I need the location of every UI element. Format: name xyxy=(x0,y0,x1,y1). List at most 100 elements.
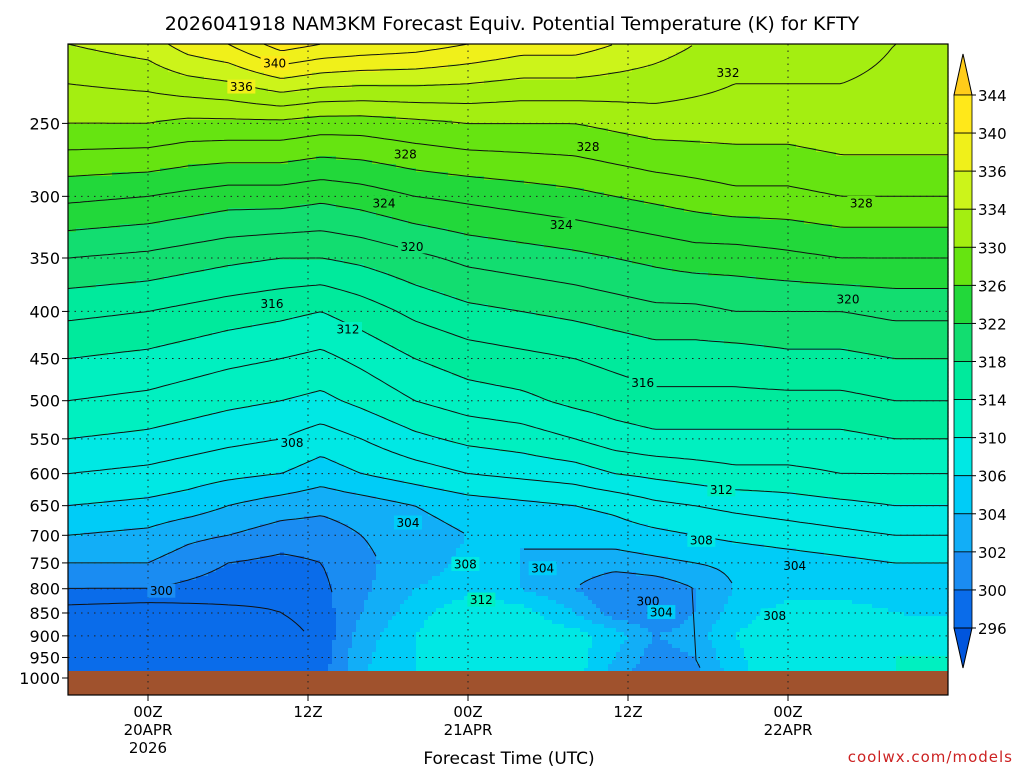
field-cell xyxy=(116,116,121,121)
field-cell xyxy=(100,580,105,585)
field-cell xyxy=(96,80,101,85)
field-cell xyxy=(180,412,185,417)
field-cell xyxy=(176,100,181,105)
field-cell xyxy=(156,660,161,665)
field-cell xyxy=(128,540,133,545)
field-cell xyxy=(176,352,181,357)
field-cell xyxy=(128,512,133,517)
field-cell xyxy=(184,152,189,157)
field-cell xyxy=(128,64,133,69)
field-cell xyxy=(124,612,129,617)
field-cell xyxy=(104,304,109,309)
field-cell xyxy=(124,384,129,389)
field-cell xyxy=(188,540,193,545)
field-cell xyxy=(184,384,189,389)
field-cell xyxy=(140,668,145,673)
field-cell xyxy=(168,364,173,369)
field-cell xyxy=(164,184,169,189)
field-cell xyxy=(140,524,145,529)
field-cell xyxy=(84,212,89,217)
field-cell xyxy=(136,576,141,581)
field-cell xyxy=(140,228,145,233)
field-cell xyxy=(136,356,141,361)
field-cell xyxy=(96,56,101,61)
field-cell xyxy=(128,124,133,129)
field-cell xyxy=(152,188,157,193)
field-cell xyxy=(148,660,153,665)
field-cell xyxy=(112,428,117,433)
field-cell xyxy=(184,408,189,413)
field-cell xyxy=(148,472,153,477)
field-cell xyxy=(144,352,149,357)
field-cell xyxy=(128,100,133,105)
field-cell xyxy=(152,612,157,617)
field-cell xyxy=(92,272,97,277)
field-cell xyxy=(148,268,153,273)
field-cell xyxy=(108,464,113,469)
field-cell xyxy=(124,352,129,357)
field-cell xyxy=(148,496,153,501)
field-cell xyxy=(72,476,77,481)
field-cell xyxy=(116,460,121,465)
field-cell xyxy=(176,196,181,201)
field-cell xyxy=(108,192,113,197)
field-cell xyxy=(188,596,193,601)
field-cell xyxy=(120,512,125,517)
field-cell xyxy=(188,132,193,137)
field-cell xyxy=(136,472,141,477)
field-cell xyxy=(160,376,165,381)
field-cell xyxy=(188,264,193,269)
field-cell xyxy=(120,172,125,177)
field-cell xyxy=(144,144,149,149)
field-cell xyxy=(180,300,185,305)
field-cell xyxy=(96,516,101,521)
field-cell xyxy=(80,456,85,461)
field-cell xyxy=(128,416,133,421)
field-cell xyxy=(104,624,109,629)
field-cell xyxy=(100,420,105,425)
field-cell xyxy=(116,136,121,141)
field-cell xyxy=(120,108,125,113)
field-cell xyxy=(164,560,169,565)
field-cell xyxy=(108,160,113,165)
field-cell xyxy=(152,488,157,493)
field-cell xyxy=(84,260,89,265)
field-cell xyxy=(164,192,169,197)
field-cell xyxy=(88,668,93,673)
field-cell xyxy=(132,484,137,489)
field-cell xyxy=(112,556,117,561)
field-cell xyxy=(156,184,161,189)
field-cell xyxy=(68,372,73,377)
field-cell xyxy=(160,160,165,165)
field-cell xyxy=(132,372,137,377)
field-cell xyxy=(116,456,121,461)
field-cell xyxy=(132,652,137,657)
field-cell xyxy=(172,264,177,269)
field-cell xyxy=(72,620,77,625)
field-cell xyxy=(120,516,125,521)
field-cell xyxy=(80,288,85,293)
field-cell xyxy=(124,340,129,345)
field-cell xyxy=(116,520,121,525)
field-cell xyxy=(84,224,89,229)
field-cell xyxy=(116,124,121,129)
field-cell xyxy=(188,272,193,277)
field-cell xyxy=(148,112,153,117)
field-cell xyxy=(148,224,153,229)
field-cell xyxy=(112,544,117,549)
field-cell xyxy=(120,64,125,69)
field-cell xyxy=(84,92,89,97)
field-cell xyxy=(168,152,173,157)
field-cell xyxy=(144,48,149,53)
field-cell xyxy=(80,540,85,545)
field-cell xyxy=(100,272,105,277)
field-cell xyxy=(84,496,89,501)
field-cell xyxy=(76,232,81,237)
field-cell xyxy=(192,508,197,513)
field-cell xyxy=(140,444,145,449)
field-cell xyxy=(104,516,109,521)
field-cell xyxy=(88,264,93,269)
field-cell xyxy=(176,596,181,601)
field-cell xyxy=(124,356,129,361)
field-cell xyxy=(120,608,125,613)
